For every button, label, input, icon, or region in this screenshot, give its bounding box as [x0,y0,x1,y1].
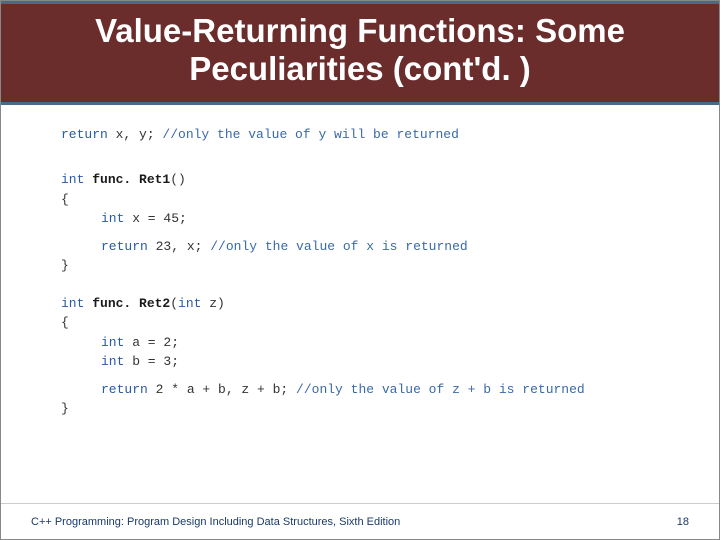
keyword-return: return [101,382,148,397]
brace-close: } [61,256,679,276]
slide-title: Value-Returning Functions: Some Peculiar… [21,12,699,88]
func-name: func. Ret2 [92,296,170,311]
keyword-int: int [101,211,124,226]
func-name: func. Ret1 [92,172,170,187]
title-line-1: Value-Returning Functions: Some [95,12,625,49]
page-number: 18 [677,516,689,528]
keyword-return: return [61,127,108,142]
footer-text: C++ Programming: Program Design Includin… [31,516,400,528]
slide-container: Value-Returning Functions: Some Peculiar… [0,0,720,540]
code-comment: //only the value of z + b is returned [296,382,585,397]
title-line-2: Peculiarities (cont'd. ) [189,50,531,87]
brace-close: } [61,399,679,419]
keyword-int: int [61,296,84,311]
code-comment: //only the value of x is returned [210,239,467,254]
code-expr: x, y; [108,127,163,142]
keyword-int: int [101,354,124,369]
var-decl: b = 3; [124,354,179,369]
keyword-int: int [61,172,84,187]
brace-open: { [61,313,679,333]
func1-body: int x = 45; return 23, x; //only the val… [61,209,679,256]
var-decl: a = 2; [124,335,179,350]
code-func1: int func. Ret1() { int x = 45; return 23… [61,170,679,276]
func2-body: int a = 2; int b = 3; return 2 * a + b, … [61,333,679,400]
code-comment: //only the value of y will be returned [162,127,458,142]
code-expr: 2 * a + b, z + b; [148,382,296,397]
slide-footer: C++ Programming: Program Design Includin… [1,503,719,539]
func2-signature: int func. Ret2(int z) [61,294,679,314]
brace-open: { [61,190,679,210]
paren-open: ( [170,296,178,311]
func-params: () [170,172,186,187]
code-func2: int func. Ret2(int z) { int a = 2; int b… [61,294,679,419]
code-area: return x, y; //only the value of y will … [1,105,719,419]
code-snippet-1: return x, y; //only the value of y will … [61,125,679,145]
keyword-int: int [101,335,124,350]
title-bar: Value-Returning Functions: Some Peculiar… [1,1,719,105]
code-expr: 23, x; [148,239,210,254]
param-rest: z) [201,296,224,311]
keyword-int: int [178,296,201,311]
var-decl: x = 45; [124,211,186,226]
func1-signature: int func. Ret1() [61,170,679,190]
keyword-return: return [101,239,148,254]
